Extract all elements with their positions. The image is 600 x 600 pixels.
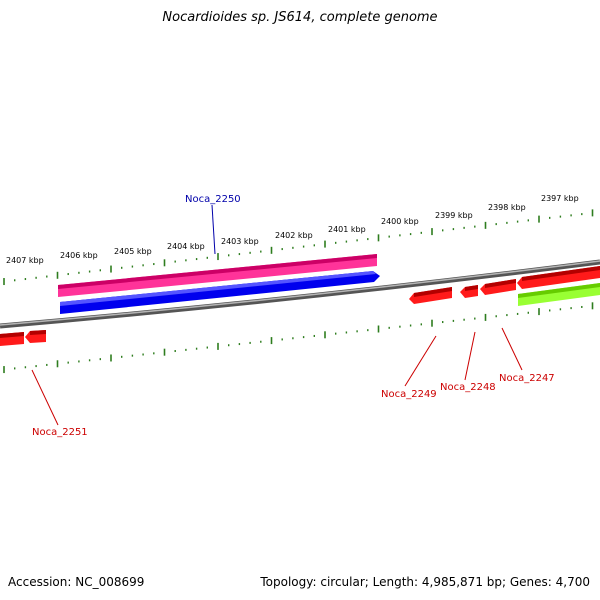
ruler-label: 2397 kbp	[541, 194, 579, 203]
leader-noca-2251	[31, 369, 59, 426]
outer-ruler	[3, 209, 594, 286]
genome-summary-text: Topology: circular; Length: 4,985,871 bp…	[260, 575, 590, 589]
gene-shading	[518, 283, 600, 298]
gene-label-noca-2247[interactable]: Noca_2247	[499, 373, 555, 384]
leader-noca-2249	[404, 335, 437, 387]
ruler-label: 2405 kbp	[114, 247, 152, 256]
ruler-label: 2401 kbp	[328, 225, 366, 234]
gene-label-noca-2250[interactable]: Noca_2250	[185, 194, 241, 205]
leader-noca-2247	[501, 327, 523, 371]
ruler-label: 2400 kbp	[381, 217, 419, 226]
ruler-label: 2404 kbp	[167, 242, 205, 251]
inner-ruler	[3, 302, 594, 374]
ruler-label: 2399 kbp	[435, 211, 473, 220]
ruler-label: 2403 kbp	[221, 237, 259, 246]
gene-noca-2250-blue[interactable]	[60, 271, 380, 314]
gene-shading	[30, 330, 46, 335]
gene-shading	[414, 287, 452, 297]
genome-title: Nocardioides sp. JS614, complete genome	[162, 10, 438, 25]
leader-noca-2250	[211, 204, 216, 255]
leader-noca-2248	[464, 331, 476, 381]
ruler-label: 2406 kbp	[60, 251, 98, 260]
ruler-label: 2402 kbp	[275, 231, 313, 240]
gene-label-noca-2249[interactable]: Noca_2249	[381, 389, 437, 400]
gene-shading	[0, 332, 24, 338]
gene-shading	[60, 271, 376, 306]
gene-label-noca-2251[interactable]: Noca_2251	[32, 427, 88, 438]
accession-text: Accession: NC_008699	[8, 575, 145, 589]
ruler-label: 2407 kbp	[6, 256, 44, 265]
gene-shading	[58, 254, 377, 289]
ruler-label: 2398 kbp	[488, 203, 526, 212]
gene-shading	[522, 266, 600, 281]
genome-backbone-highlight	[0, 260, 600, 326]
gene-shading	[465, 285, 478, 291]
gene-shading	[485, 279, 516, 288]
gene-label-noca-2248[interactable]: Noca_2248	[440, 382, 496, 393]
genome-backbone	[0, 259, 600, 329]
